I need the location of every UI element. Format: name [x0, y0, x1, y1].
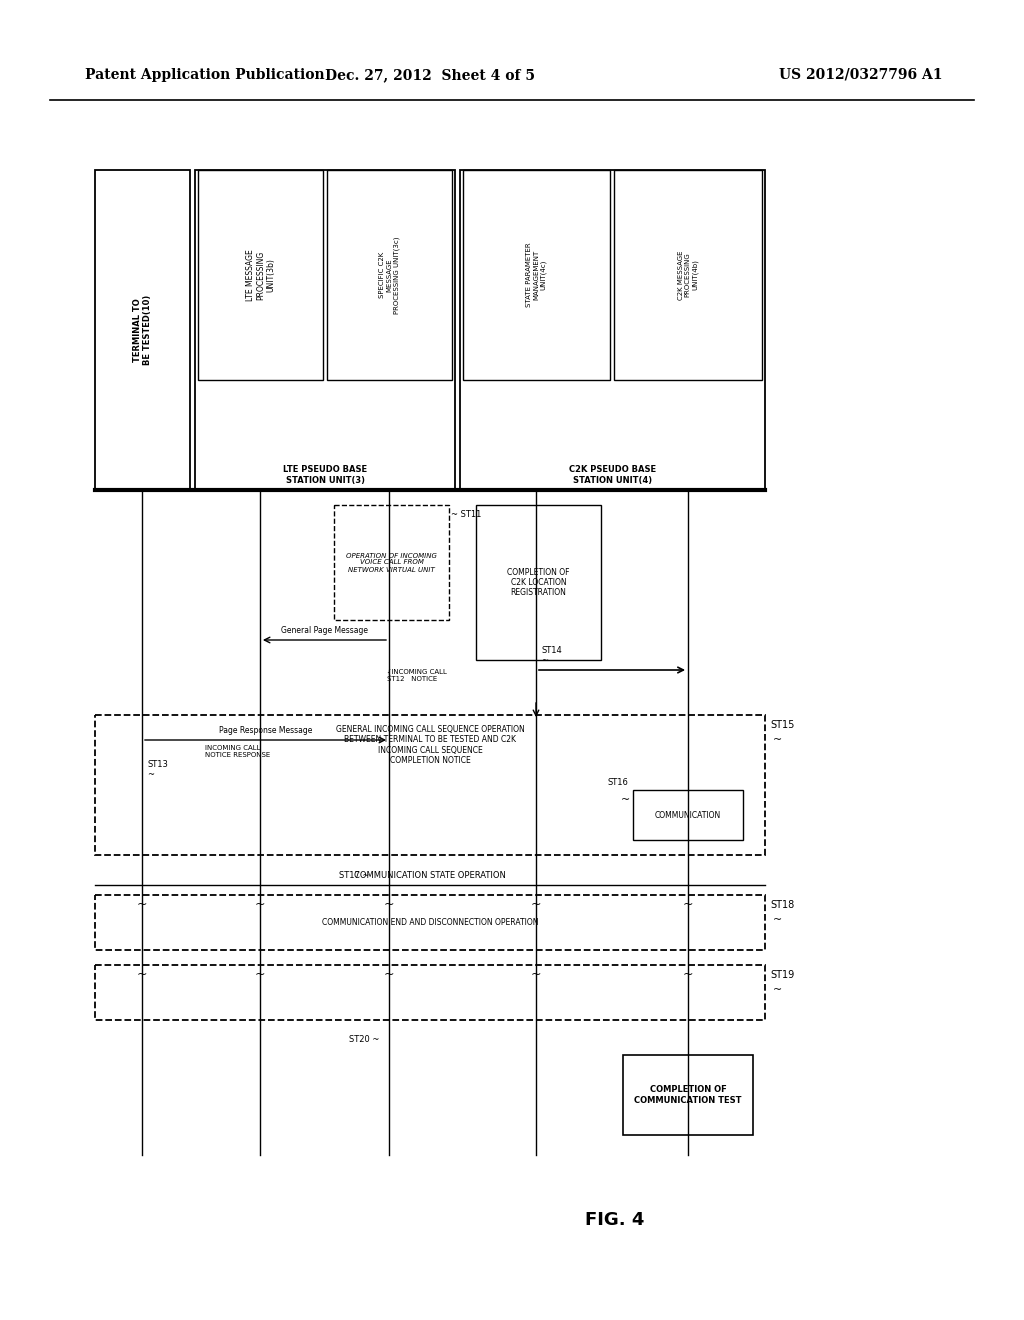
- Text: ST17 ~: ST17 ~: [339, 870, 370, 879]
- Text: GENERAL INCOMING CALL SEQUENCE OPERATION
BETWEEN TERMINAL TO BE TESTED AND C2K
I: GENERAL INCOMING CALL SEQUENCE OPERATION…: [336, 725, 524, 766]
- Bar: [334, 506, 449, 620]
- Text: COMMUNICATION END AND DISCONNECTION OPERATION: COMMUNICATION END AND DISCONNECTION OPER…: [322, 917, 539, 927]
- Text: SPECIFIC C2K
MESSAGE
PROCESSING UNIT(3c): SPECIFIC C2K MESSAGE PROCESSING UNIT(3c): [379, 236, 399, 314]
- Text: ~: ~: [384, 968, 394, 981]
- Text: ~: ~: [621, 795, 630, 805]
- Bar: [95, 965, 765, 1020]
- Bar: [460, 170, 765, 490]
- Text: {INCOMING CALL
ST12   NOTICE: {INCOMING CALL ST12 NOTICE: [387, 668, 446, 681]
- Text: C2K MESSAGE
PROCESSING
UNIT(4b): C2K MESSAGE PROCESSING UNIT(4b): [678, 251, 698, 300]
- Text: STATE PARAMETER
MANAGEMENT
UNIT(4c): STATE PARAMETER MANAGEMENT UNIT(4c): [526, 243, 547, 308]
- Text: ~: ~: [773, 735, 782, 744]
- Text: ~: ~: [384, 898, 394, 911]
- Bar: [463, 170, 610, 380]
- Bar: [633, 789, 743, 840]
- Text: ST18: ST18: [770, 900, 795, 909]
- Text: ~: ~: [137, 968, 147, 981]
- Text: ~: ~: [137, 898, 147, 911]
- Bar: [95, 170, 190, 490]
- Bar: [623, 1055, 753, 1135]
- Bar: [95, 895, 765, 950]
- Text: C2K PSEUDO BASE
STATION UNIT(4): C2K PSEUDO BASE STATION UNIT(4): [569, 465, 656, 484]
- Text: ~ ST11: ~ ST11: [451, 510, 481, 519]
- Text: LTE PSEUDO BASE
STATION UNIT(3): LTE PSEUDO BASE STATION UNIT(3): [283, 465, 367, 484]
- Text: ~: ~: [530, 898, 542, 911]
- Bar: [327, 170, 452, 380]
- Text: Page Response Message: Page Response Message: [219, 726, 312, 735]
- Text: ST14
~: ST14 ~: [541, 645, 562, 665]
- Bar: [198, 170, 323, 380]
- Text: FIG. 4: FIG. 4: [585, 1210, 644, 1229]
- Text: ~: ~: [530, 968, 542, 981]
- Bar: [195, 170, 455, 490]
- Text: ~: ~: [773, 915, 782, 925]
- Text: COMMUNICATION: COMMUNICATION: [655, 810, 721, 820]
- Text: ST13
~: ST13 ~: [147, 760, 168, 779]
- Text: ~: ~: [773, 985, 782, 995]
- Text: ST19: ST19: [770, 970, 795, 979]
- Bar: [476, 506, 601, 660]
- Text: ST15: ST15: [770, 719, 795, 730]
- Text: ~: ~: [255, 968, 265, 981]
- Text: ST20 ~: ST20 ~: [349, 1035, 379, 1044]
- Text: COMPLETION OF
COMMUNICATION TEST: COMPLETION OF COMMUNICATION TEST: [634, 1085, 741, 1105]
- Text: ~: ~: [683, 898, 693, 911]
- Text: ~: ~: [683, 968, 693, 981]
- Text: ~: ~: [255, 898, 265, 911]
- Text: COMMUNICATION STATE OPERATION: COMMUNICATION STATE OPERATION: [354, 870, 506, 879]
- Text: US 2012/0327796 A1: US 2012/0327796 A1: [778, 69, 942, 82]
- Text: Patent Application Publication: Patent Application Publication: [85, 69, 325, 82]
- Text: LTE MESSAGE
PROCESSING
UNIT(3b): LTE MESSAGE PROCESSING UNIT(3b): [246, 249, 275, 301]
- Text: COMPLETION OF
C2K LOCATION
REGISTRATION: COMPLETION OF C2K LOCATION REGISTRATION: [507, 568, 569, 598]
- Bar: [95, 715, 765, 855]
- Text: Dec. 27, 2012  Sheet 4 of 5: Dec. 27, 2012 Sheet 4 of 5: [325, 69, 536, 82]
- Bar: [614, 170, 762, 380]
- Text: ST16: ST16: [607, 777, 628, 787]
- Text: INCOMING CALL
NOTICE RESPONSE: INCOMING CALL NOTICE RESPONSE: [205, 744, 270, 758]
- Text: General Page Message: General Page Message: [281, 626, 368, 635]
- Text: OPERATION OF INCOMING
VOICE CALL FROM
NETWORK VIRTUAL UNIT: OPERATION OF INCOMING VOICE CALL FROM NE…: [346, 553, 437, 573]
- Text: TERMINAL TO
BE TESTED(10): TERMINAL TO BE TESTED(10): [133, 294, 153, 366]
